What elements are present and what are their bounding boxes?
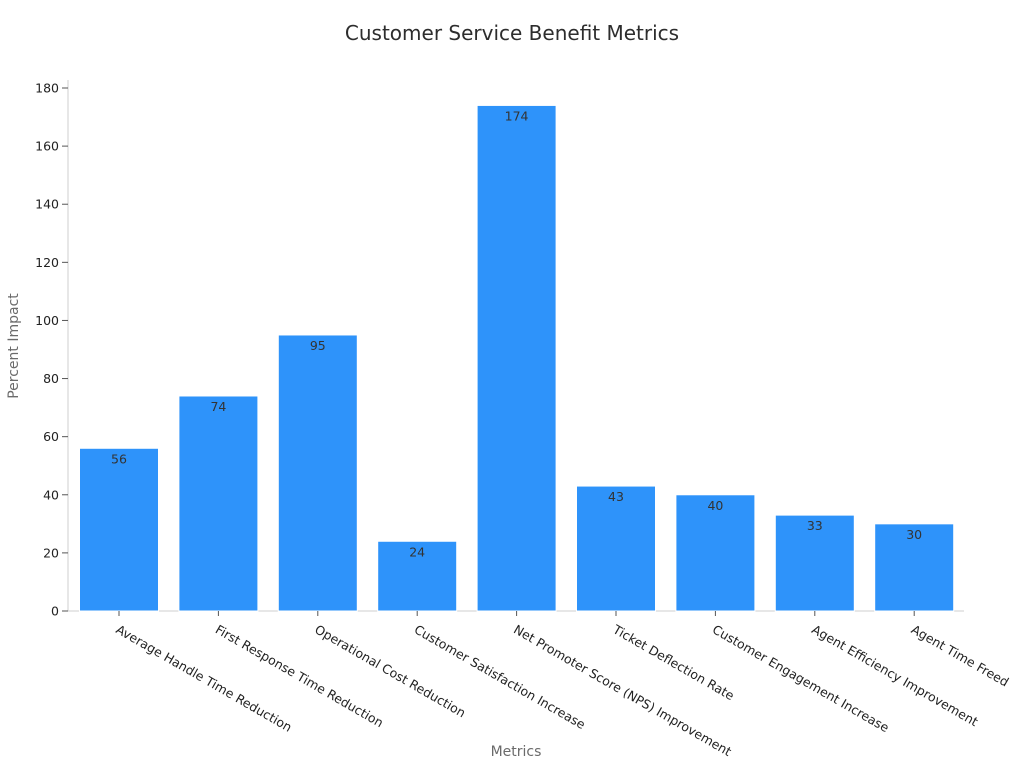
bar: [476, 104, 557, 612]
y-tick-label: 180: [35, 81, 59, 96]
x-tick-label: Customer Engagement Increase: [710, 622, 892, 736]
x-tick-label: Customer Satisfaction Increase: [412, 622, 589, 733]
bar: [576, 485, 656, 612]
y-tick-label: 140: [35, 197, 59, 212]
y-tick-label: 160: [35, 139, 59, 154]
x-tick-label: Net Promoter Score (NPS) Improvement: [511, 622, 734, 759]
bar-value-label: 24: [409, 544, 425, 559]
bar-value-label: 56: [111, 451, 127, 466]
bar-value-label: 43: [608, 489, 624, 504]
bar-value-label: 74: [210, 399, 226, 414]
x-tick-label: Average Handle Time Reduction: [114, 622, 295, 735]
y-tick-label: 40: [43, 487, 59, 502]
bar: [178, 395, 259, 612]
y-axis-title: Percent Impact: [6, 293, 22, 399]
y-tick-label: 60: [43, 429, 59, 444]
y-tick-label: 100: [35, 313, 59, 328]
bar: [675, 494, 756, 612]
y-tick-label: 80: [43, 371, 59, 386]
bar: [377, 540, 458, 612]
bar: [277, 334, 358, 612]
bar-value-label: 40: [707, 498, 723, 513]
x-tick-label: Agent Time Freed: [909, 622, 1012, 690]
bar-value-label: 174: [505, 108, 529, 123]
chart-title: Customer Service Benefit Metrics: [345, 21, 679, 45]
x-axis-title: Metrics: [491, 744, 542, 760]
y-tick-label: 20: [43, 545, 59, 560]
bar: [79, 447, 159, 612]
bar-value-label: 30: [906, 527, 922, 542]
bar-value-label: 95: [310, 338, 326, 353]
y-tick-label: 120: [35, 255, 59, 270]
x-tick-label: Agent Efficiency Improvement: [809, 622, 980, 730]
plot-area: 0 20 40 60 80 100 120 140 160 180 56 Average Handle…: [35, 80, 1011, 759]
y-tick-label: 0: [51, 604, 59, 619]
bar-value-label: 33: [807, 518, 823, 533]
x-tick-label: First Response Time Reduction: [213, 622, 386, 731]
bar: [874, 523, 955, 612]
